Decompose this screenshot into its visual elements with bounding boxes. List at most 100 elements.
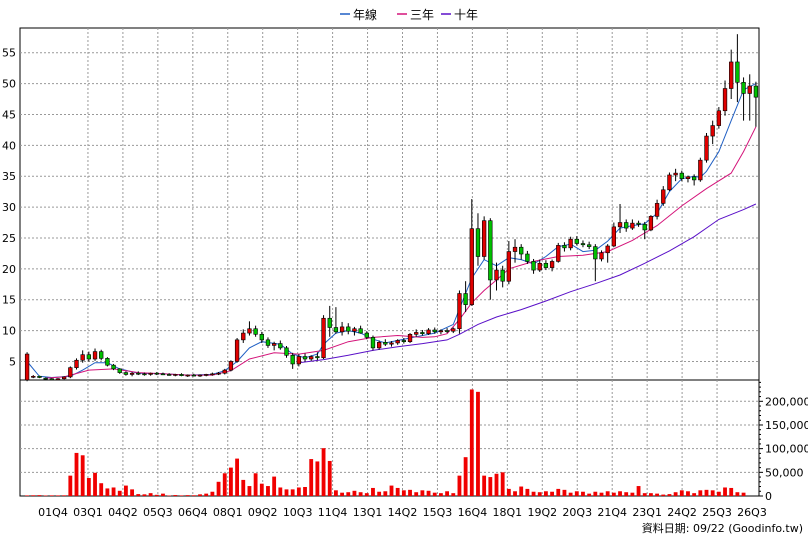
volume-bar [185, 495, 190, 496]
candle-body [722, 88, 728, 112]
candle-body [129, 372, 135, 375]
volume-bar [210, 491, 215, 496]
candle-body [228, 361, 234, 371]
candle-body [481, 220, 487, 257]
candle-body [142, 373, 147, 376]
volume-tick-label: 100,000 [765, 443, 808, 456]
volume-bar [661, 494, 666, 496]
candle-body [519, 246, 524, 255]
volume-bar [235, 458, 240, 496]
volume-bar [253, 473, 258, 496]
volume-bar [142, 494, 147, 496]
volume-bar [241, 479, 246, 496]
candle-body [556, 245, 561, 262]
candle-body [339, 326, 345, 333]
volume-bar [667, 494, 672, 496]
volume-bar [438, 493, 443, 496]
volume-bar [358, 492, 363, 496]
price-tick-label: 25 [2, 232, 16, 245]
price-tick-label: 15 [2, 294, 16, 307]
volume-bar [630, 492, 635, 496]
candle-body [735, 61, 740, 83]
volume-bar [611, 492, 616, 496]
candle-body [321, 317, 326, 359]
volume-bar [167, 495, 172, 497]
candle-body [278, 343, 283, 349]
volume-bar [513, 491, 517, 496]
x-tick-label: 04Q2 [108, 506, 138, 519]
volume-bar [216, 481, 221, 496]
volume-bar [562, 489, 567, 496]
candle-body [562, 245, 567, 249]
candle-body [31, 375, 36, 378]
candle-body [265, 339, 271, 346]
volume-bar [377, 491, 382, 496]
volume-bar [642, 493, 647, 496]
x-tick-label: 05Q3 [143, 506, 173, 519]
candle-body [376, 342, 382, 349]
volume-bar [729, 487, 734, 496]
candle-body [296, 356, 302, 365]
legend-label: 三年 [410, 8, 434, 22]
x-tick-label: 19Q2 [527, 506, 557, 519]
candle-body [210, 373, 215, 376]
volume-bar [321, 448, 326, 496]
candle-body [636, 222, 641, 225]
volume-bar [408, 489, 412, 496]
volume-bar [704, 489, 709, 496]
volume-bar [130, 489, 135, 496]
legend-label: 年線 [353, 7, 377, 22]
volume-bar [56, 495, 60, 496]
volume-tick-label: 0 [765, 490, 772, 503]
volume-bar [673, 492, 678, 496]
candle-body [679, 172, 684, 179]
x-tick-label: 01Q4 [38, 506, 68, 519]
x-tick-label: 21Q4 [597, 506, 627, 519]
price-tick-label: 50 [2, 78, 16, 91]
volume-bar [655, 493, 660, 496]
x-tick-label: 10Q3 [283, 506, 313, 519]
candle-body [407, 334, 413, 343]
candle-body [457, 293, 462, 330]
candle-body [352, 328, 357, 332]
volume-bar [414, 492, 419, 496]
candle-body [111, 364, 116, 370]
volume-bar [327, 460, 332, 496]
volume-bar [741, 492, 746, 496]
candle-body [315, 356, 320, 359]
candle-body [512, 246, 518, 252]
volume-bar [426, 490, 431, 496]
volume-bar [296, 487, 301, 496]
candle-body [451, 328, 456, 332]
volume-bar [31, 495, 36, 496]
volume-bar [420, 490, 425, 496]
candle-body [710, 125, 715, 137]
volume-bar [432, 492, 437, 496]
volume-bar [123, 485, 128, 496]
candle-body [444, 330, 450, 332]
volume-bar [25, 495, 30, 496]
candle-body [661, 189, 666, 204]
volume-bar [179, 495, 184, 496]
candle-body [420, 332, 425, 334]
candle-body [290, 354, 295, 365]
volume-bar [303, 487, 307, 496]
candle-body [469, 228, 474, 305]
volume-bar [599, 492, 604, 496]
volume-bar [93, 472, 97, 496]
candle-body [173, 374, 178, 376]
candle-body [624, 222, 629, 229]
price-tick-label: 55 [2, 47, 16, 60]
candle-body [605, 245, 610, 254]
volume-bar [198, 494, 202, 496]
volume-bar [371, 487, 375, 496]
price-tick-label: 30 [2, 201, 16, 214]
candle-body [432, 329, 437, 333]
volume-bar [247, 486, 252, 496]
candle-body [475, 228, 481, 257]
volume-bar [618, 491, 622, 496]
candle-body [611, 226, 617, 247]
candle-body [364, 332, 369, 338]
plot-frame [19, 27, 760, 497]
candle-body [685, 176, 691, 179]
